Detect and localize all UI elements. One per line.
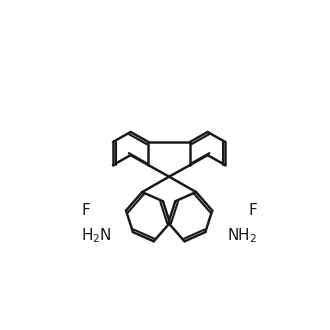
- Text: H$_2$N: H$_2$N: [81, 227, 112, 245]
- Text: NH$_2$: NH$_2$: [227, 227, 257, 245]
- Text: F: F: [248, 203, 257, 218]
- Text: F: F: [81, 203, 90, 218]
